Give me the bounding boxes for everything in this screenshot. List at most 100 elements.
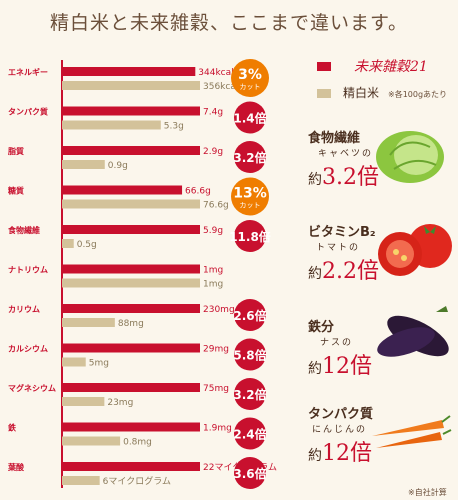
- callout-sub: にんじんの: [312, 425, 368, 435]
- bar-mirai: [62, 462, 200, 471]
- callout-value: 2.2倍: [322, 259, 379, 284]
- category-label: タンパク質: [8, 107, 48, 117]
- callout-heading: 鉄分: [308, 320, 335, 335]
- bar-value-label: 88mg: [118, 319, 144, 329]
- category-label: ナトリウム: [8, 266, 48, 275]
- bar-rice: [62, 81, 200, 90]
- bar-value-label: 23mg: [107, 398, 133, 408]
- callout-prefix: 約: [308, 448, 322, 464]
- multiplier-badge: [234, 457, 266, 489]
- badge-value: 11.8倍: [229, 229, 271, 244]
- callout-prefix: 約: [308, 266, 322, 282]
- bar-value-label: 66.6g: [185, 187, 211, 197]
- callout-heading: 食物繊維: [308, 131, 361, 146]
- multiplier-badge: [234, 378, 266, 410]
- category-label: 脂質: [7, 146, 24, 156]
- bar-value-label: 1mg: [203, 280, 223, 290]
- legend-swatch-mirai: [317, 62, 331, 71]
- footnote: ※自社計算: [408, 488, 447, 497]
- bar-mirai: [62, 67, 196, 76]
- badge-value: 13%: [233, 186, 267, 202]
- category-label: カリウム: [8, 305, 40, 314]
- category-label: マグネシウム: [8, 383, 56, 393]
- bar-rice: [62, 278, 200, 288]
- badge-sub: カット: [240, 202, 261, 210]
- callout-sub: キャベツの: [318, 149, 374, 159]
- bar-rice: [62, 160, 105, 169]
- category-label: カルシウム: [8, 345, 48, 354]
- bar-rice: [62, 357, 86, 367]
- bar-rice: [62, 397, 105, 406]
- callout-protein: タンパク質 にんじんの 約12倍: [308, 403, 373, 467]
- legend-swatch-rice: [317, 89, 331, 98]
- badge-sub: カット: [240, 83, 261, 91]
- bar-value-label: 29mg: [203, 345, 229, 355]
- callout-prefix: 約: [308, 361, 322, 377]
- multiplier-badge: [231, 59, 269, 97]
- bar-value-label: 76.6g: [203, 201, 229, 211]
- bar-rice: [62, 199, 200, 209]
- bar-value-label: 356kcal: [203, 82, 238, 92]
- bar-value-label: 0.8mg: [123, 438, 152, 448]
- badge-value: 1.4倍: [233, 111, 266, 126]
- bar-value-label: 75mg: [203, 384, 229, 394]
- bar-rice: [62, 436, 121, 446]
- callout-fiber: 食物繊維 キャベツの 約3.2倍: [308, 127, 379, 191]
- bar-value-label: 5mg: [89, 359, 109, 369]
- callout-heading: ビタミンB₂: [308, 225, 376, 240]
- callout-prefix: 約: [308, 172, 322, 188]
- cabbage-icon: [376, 131, 444, 183]
- bar-value-label: 1mg: [203, 266, 223, 276]
- multiplier-badge: [234, 299, 266, 331]
- badge-value: 5.8倍: [233, 348, 266, 363]
- bar-value-label: 1.9mg: [203, 424, 232, 434]
- legend-label-rice: 精白米: [343, 86, 380, 100]
- category-label: 鉄: [8, 423, 17, 433]
- bar-rice: [62, 239, 74, 248]
- multiplier-badge: [234, 141, 266, 173]
- eggplant-icon: [377, 306, 449, 357]
- category-label: 葉酸: [7, 462, 25, 472]
- category-label: 食物繊維: [8, 225, 40, 235]
- callout-sub: ナスの: [320, 338, 354, 348]
- bar-mirai: [62, 383, 200, 392]
- multiplier-badge: [234, 417, 266, 450]
- bar-value-label: 6マイクログラム: [103, 475, 171, 487]
- badge-value: 3%: [238, 67, 262, 83]
- bar-value-label: 7.4g: [203, 108, 223, 118]
- bar-value-label: 344kcal: [198, 68, 233, 78]
- legend-note: ※各100gあたり: [388, 90, 448, 99]
- multiplier-badge: [234, 338, 266, 371]
- bar-value-label: 5.9g: [203, 226, 223, 236]
- bar-mirai: [62, 343, 200, 353]
- badge-value: 2.4倍: [233, 427, 266, 442]
- category-label: 糖質: [8, 186, 24, 196]
- bar-mirai: [62, 422, 200, 432]
- callout-iron: 鉄分 ナスの 約12倍: [308, 316, 372, 380]
- callout-value: 12倍: [322, 441, 372, 466]
- bar-mirai: [62, 146, 200, 155]
- callout-value: 12倍: [322, 354, 372, 379]
- bar-mirai: [62, 106, 200, 116]
- bar-value-label: 230mg: [203, 305, 235, 315]
- tomato-icon: [378, 224, 452, 276]
- bar-rice: [62, 476, 100, 485]
- callout-value: 3.2倍: [322, 165, 379, 190]
- bar-value-label: 5.3g: [164, 122, 184, 132]
- callout-sub: トマトの: [316, 243, 361, 253]
- bar-mirai: [62, 264, 200, 274]
- carrot-icon: [372, 415, 452, 448]
- category-label: エネルギー: [8, 67, 48, 77]
- badge-value: 3.2倍: [233, 387, 266, 402]
- bar-value-label: 0.5g: [77, 240, 97, 250]
- bar-mirai: [62, 185, 183, 195]
- callout-heading: タンパク質: [308, 407, 374, 422]
- badge-value: 3.2倍: [233, 150, 266, 165]
- multiplier-badge: [231, 177, 269, 216]
- bar-mirai: [62, 225, 200, 234]
- badge-value: 3.6倍: [233, 466, 266, 481]
- page-title: 精白米と未来雑穀、ここまで違います。: [49, 12, 409, 34]
- bar-rice: [62, 318, 115, 327]
- callout-vitamin: ビタミンB₂ トマトの 約2.2倍: [308, 221, 379, 285]
